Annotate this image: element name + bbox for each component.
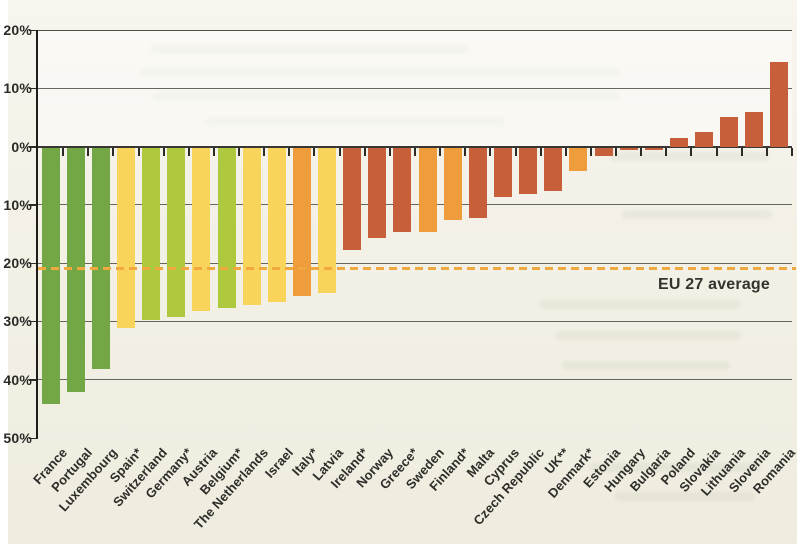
bar-italy: [292, 147, 311, 297]
y-axis-label: 30%: [3, 313, 32, 330]
bar-czech-republic: [519, 147, 538, 195]
y-axis-tick: [29, 437, 38, 439]
scan-bleed-artifact: [540, 300, 740, 309]
bar-norway: [368, 147, 387, 238]
y-axis-label: 50%: [3, 430, 32, 446]
x-axis-tick: [665, 147, 668, 156]
y-axis-label: 10%: [3, 196, 32, 213]
scan-bleed-artifact: [590, 463, 760, 472]
bar-france: [41, 147, 60, 405]
bar-uk: [544, 147, 563, 192]
y-axis-tick: [29, 87, 38, 90]
x-axis-tick: [238, 147, 241, 156]
bar-finland: [443, 147, 462, 221]
x-axis-tick: [263, 147, 266, 156]
scan-bleed-artifact: [562, 361, 730, 370]
bar-spain: [116, 147, 135, 329]
x-axis-tick: [615, 147, 618, 156]
bar-latvia: [318, 147, 337, 294]
x-axis-tick: [162, 147, 165, 156]
bar-slovakia: [695, 132, 714, 147]
bar-luxembourg: [91, 147, 110, 370]
bar-belgium: [217, 147, 236, 308]
x-axis-tick: [514, 147, 517, 156]
x-axis-tick: [564, 147, 567, 156]
x-axis-tick: [338, 147, 341, 156]
bar-sweden: [418, 147, 437, 233]
bar-ireland: [343, 147, 362, 250]
scan-bleed-artifact: [152, 92, 620, 101]
y-axis-tick: [29, 262, 38, 265]
scan-bleed-artifact: [610, 152, 770, 161]
bar-switzerland: [142, 147, 161, 320]
scan-bleed-artifact: [615, 492, 755, 501]
bar-israel: [267, 147, 286, 303]
gridline: [38, 262, 792, 264]
x-axis-tick: [589, 147, 592, 156]
scan-bleed-artifact: [556, 331, 741, 340]
y-axis-tick: [29, 204, 38, 206]
y-axis-tick: [29, 379, 38, 381]
x-axis-tick: [62, 147, 65, 156]
gridline: [38, 379, 792, 381]
gridline: [38, 87, 792, 89]
x-axis-tick: [313, 147, 316, 156]
bar-denmark: [569, 147, 588, 171]
x-axis-tick: [288, 147, 291, 156]
y-axis-label: 20%: [3, 22, 32, 38]
x-axis-tick: [715, 147, 718, 156]
bar-malta: [468, 147, 487, 218]
y-axis-label: 0%: [11, 138, 32, 155]
eu-average-label: EU 27 average: [657, 275, 770, 293]
y-axis-label: 10%: [3, 80, 32, 97]
x-axis-tick: [791, 147, 793, 156]
x-axis-tick: [439, 147, 442, 156]
x-axis-tick: [112, 147, 115, 156]
x-axis-tick: [187, 147, 190, 156]
x-axis-tick: [640, 147, 643, 156]
x-axis-tick: [363, 147, 366, 156]
bar-lithuania: [720, 117, 739, 147]
x-axis-tick: [539, 147, 542, 156]
scan-bleed-artifact: [205, 117, 505, 126]
eu-average-dashed-line: [38, 267, 796, 271]
bar-the-netherlands: [242, 147, 261, 305]
bar-germany: [167, 147, 186, 317]
bar-estonia: [594, 147, 613, 157]
x-axis-tick: [464, 147, 467, 156]
bar-bulgaria: [644, 147, 663, 151]
y-axis-line: [36, 30, 38, 438]
x-axis-tick: [740, 147, 743, 156]
gridline: [38, 29, 792, 31]
bar-hungary: [619, 147, 638, 151]
y-axis-tick: [29, 146, 38, 148]
x-axis-tick: [414, 147, 416, 156]
y-axis-label: 20%: [3, 255, 32, 272]
y-axis-tick: [29, 320, 38, 323]
scan-bleed-artifact: [622, 210, 772, 219]
scan-bleed-artifact: [150, 45, 470, 54]
scan-bleed-artifact: [140, 68, 620, 77]
gridline: [38, 320, 792, 322]
gridline: [38, 204, 792, 206]
x-axis-tick: [765, 147, 768, 156]
bar-poland: [669, 137, 688, 147]
y-axis-tick: [29, 29, 38, 31]
y-axis-label: 40%: [3, 371, 32, 388]
paper-background: [8, 0, 797, 544]
bar-cyprus: [493, 147, 512, 198]
x-axis-tick: [388, 147, 391, 156]
x-axis-tick: [212, 147, 215, 156]
x-axis-tick: [137, 147, 140, 156]
bar-greece: [393, 147, 412, 233]
zero-axis-line: [38, 145, 792, 148]
x-axis-tick: [690, 147, 693, 156]
bar-slovenia: [745, 111, 764, 147]
bar-romania: [770, 62, 789, 147]
x-axis-tick: [87, 147, 90, 156]
bar-austria: [192, 147, 211, 311]
x-axis-tick: [489, 147, 492, 156]
